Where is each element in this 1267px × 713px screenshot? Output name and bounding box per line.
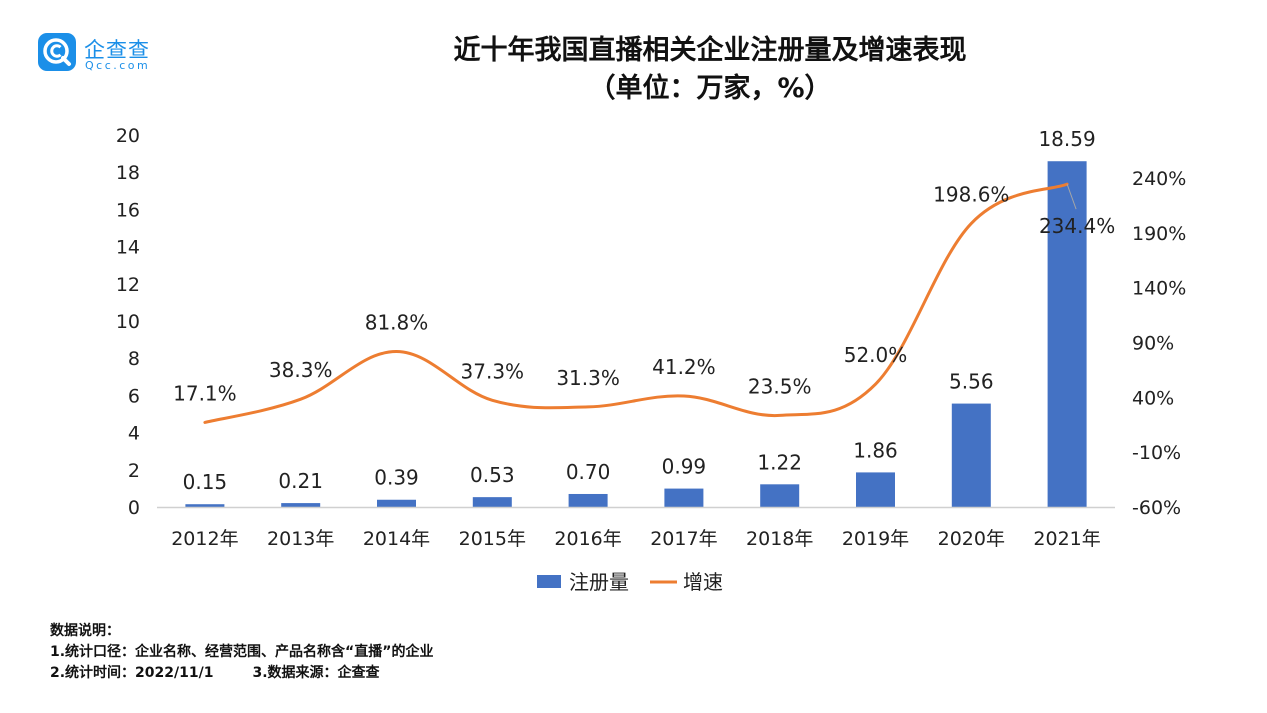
bar-data-label: 1.86	[853, 438, 898, 462]
y-right-tick-label: 90%	[1132, 333, 1174, 355]
logo-domain: Qcc.com	[85, 59, 151, 72]
growth-data-label: 31.3%	[556, 366, 620, 390]
bar-data-label: 1.22	[757, 450, 802, 474]
growth-data-label: 198.6%	[933, 182, 1009, 206]
growth-data-label: 37.3%	[461, 359, 525, 383]
growth-data-label: 23.5%	[748, 374, 812, 398]
legend-line-label: 增速	[683, 570, 723, 594]
bar-registrations	[568, 493, 608, 507]
qcc-logo: 企查查 Qcc.com	[38, 33, 178, 73]
x-tick-label: 2015年	[459, 528, 526, 550]
y-left-tick-label: 12	[116, 274, 140, 296]
growth-line	[203, 182, 1069, 424]
logo-text: 企查查	[84, 38, 150, 62]
y-left-tick-label: 8	[128, 348, 140, 370]
bar-registrations	[281, 503, 321, 507]
y-right-tick-label: -60%	[1132, 497, 1181, 519]
bar-data-label: 0.70	[566, 460, 611, 484]
y-left-tick-label: 14	[116, 237, 140, 259]
bar-registrations	[377, 499, 416, 507]
y-left-tick-label: 10	[116, 311, 140, 333]
bar-registrations	[664, 488, 704, 507]
y-left-tick-label: 16	[116, 199, 140, 221]
bar-registrations	[760, 484, 800, 507]
y-left-tick-label: 6	[128, 385, 140, 407]
x-tick-label: 2013年	[267, 528, 334, 550]
y-right-tick-label: 190%	[1132, 223, 1186, 245]
y-right-tick-label: 240%	[1132, 168, 1186, 190]
x-tick-label: 2014年	[363, 528, 430, 550]
bar-data-label: 0.21	[278, 469, 323, 493]
growth-data-label: 38.3%	[269, 358, 333, 382]
notes-scope: 1.统计口径：企业名称、经营范围、产品名称含“直播”的企业	[50, 644, 434, 660]
growth-label-leader	[1066, 183, 1077, 210]
bar-data-label: 0.99	[662, 455, 707, 479]
y-left-tick-label: 20	[116, 125, 140, 147]
x-tick-label: 2018年	[746, 528, 813, 550]
growth-data-label: 17.1%	[173, 381, 237, 405]
bar-registrations	[951, 403, 991, 507]
notes-heading: 数据说明：	[50, 623, 120, 639]
growth-data-label: 41.2%	[652, 355, 716, 379]
bar-data-label: 18.59	[1038, 127, 1095, 151]
y-left-tick-label: 0	[128, 497, 140, 519]
chart-title: 近十年我国直播相关企业注册量及增速表现	[453, 35, 967, 66]
growth-data-label: 52.0%	[844, 343, 908, 367]
x-tick-label: 2020年	[938, 528, 1005, 550]
y-right-tick-label: 40%	[1132, 387, 1174, 409]
bar-registrations	[1047, 161, 1087, 507]
x-tick-label: 2012年	[171, 528, 238, 550]
growth-data-label: 234.4%	[1039, 214, 1115, 238]
y-right-tick-label: 140%	[1132, 278, 1186, 300]
bar-data-label: 0.39	[374, 466, 419, 490]
y-right-tick-label: -10%	[1132, 442, 1181, 464]
bar-data-label: 0.53	[470, 463, 515, 487]
x-tick-label: 2019年	[842, 528, 909, 550]
bar-data-label: 0.15	[183, 470, 228, 494]
y-left-tick-label: 4	[128, 423, 140, 445]
chart-subtitle: （单位：万家，%）	[588, 73, 832, 104]
growth-data-label: 81.8%	[365, 310, 429, 334]
x-tick-label: 2016年	[554, 528, 621, 550]
bar-data-label: 5.56	[949, 370, 994, 394]
notes-time-source: 2.统计时间：2022/11/1 3.数据来源：企查查	[50, 665, 380, 681]
legend-bar-swatch	[537, 575, 561, 588]
x-tick-label: 2021年	[1033, 528, 1100, 550]
legend-bar-label: 注册量	[569, 570, 629, 594]
x-tick-label: 2017年	[650, 528, 717, 550]
bar-registrations	[185, 504, 225, 507]
qcc-magnifier-icon	[38, 33, 76, 71]
data-notes: 数据说明： 1.统计口径：企业名称、经营范围、产品名称含“直播”的企业 2.统计…	[50, 621, 433, 684]
bar-registrations	[856, 472, 895, 507]
bar-registrations	[472, 497, 512, 507]
y-left-tick-label: 18	[116, 162, 140, 184]
y-left-tick-label: 2	[128, 460, 140, 482]
